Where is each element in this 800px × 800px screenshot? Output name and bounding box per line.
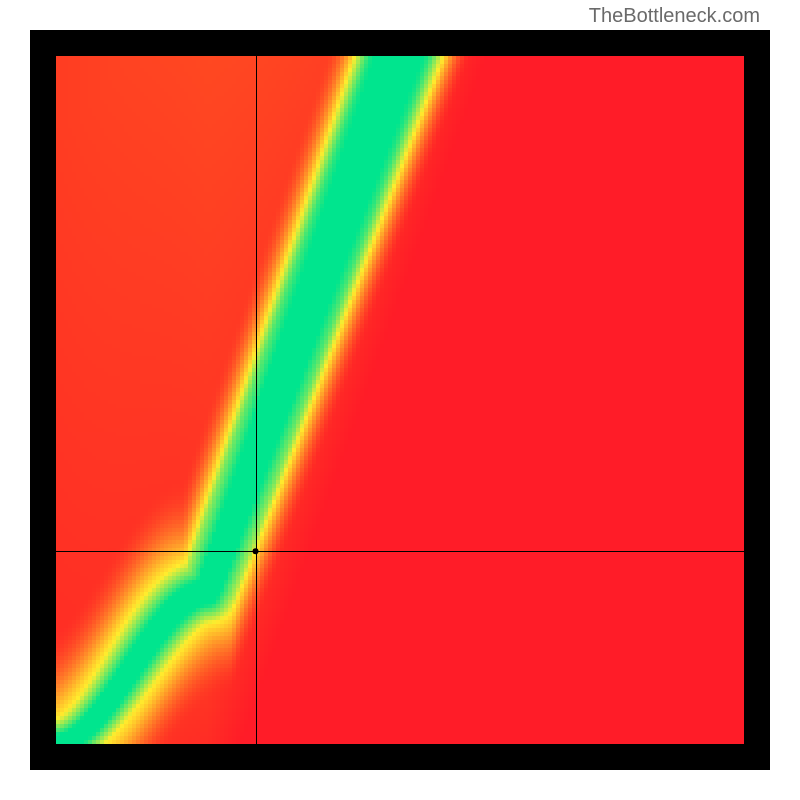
heatmap-plot xyxy=(56,56,744,744)
crosshair-overlay xyxy=(56,56,744,744)
plot-frame xyxy=(30,30,770,770)
attribution-text: TheBottleneck.com xyxy=(589,5,760,28)
